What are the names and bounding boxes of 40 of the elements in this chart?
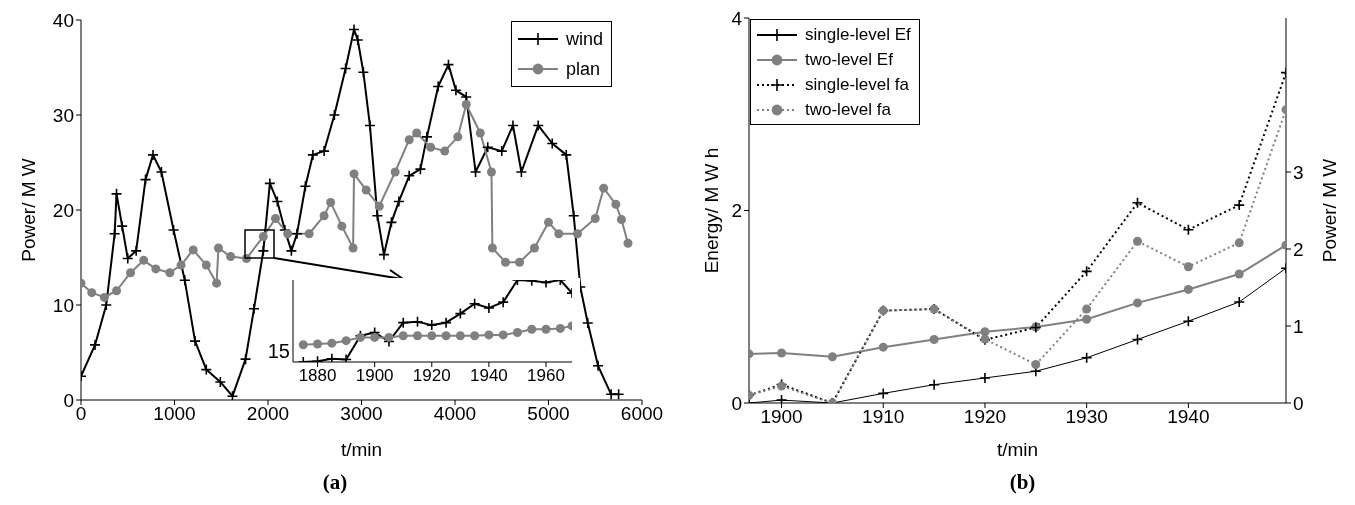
legend-label: two-level Ef — [805, 49, 893, 71]
x-tick-label: 6000 — [620, 403, 664, 425]
y-tick-label: 0 — [63, 389, 74, 411]
x-tick-label: 1930 — [1065, 406, 1108, 428]
x-tick-label: 4000 — [433, 403, 477, 425]
y2-tick-label: 2 — [1293, 238, 1304, 260]
x-axis-title: t/min — [996, 439, 1039, 460]
y2-tick-label: 1 — [1293, 315, 1304, 337]
x-axis-title: t/min — [340, 439, 383, 460]
x-tick-label: 1900 — [355, 366, 394, 386]
x-tick-label: 1900 — [760, 406, 803, 428]
y-axis-title: Power/ M W — [17, 158, 39, 262]
y2-tick-label: 3 — [1293, 161, 1304, 183]
legend-label: two-level fa — [805, 99, 891, 121]
x-tick-label: 1880 — [298, 366, 337, 386]
x-tick-label: 1910 — [862, 406, 905, 428]
legend-label: single-level fa — [805, 74, 909, 96]
y-tick-label: 2 — [731, 200, 742, 222]
legend-label: plan — [566, 58, 601, 81]
y-tick-label: 4 — [731, 7, 743, 29]
x-tick-label: 1920 — [963, 406, 1007, 428]
legend-label: single-level Ef — [805, 24, 911, 46]
x-tick-label: 5000 — [527, 403, 570, 425]
y-tick-label: 20 — [52, 199, 74, 221]
x-tick-label: 1920 — [412, 366, 451, 386]
y-tick-label: 40 — [52, 9, 74, 31]
text: (a) — [321, 470, 349, 495]
y2-axis-title: Power/ M W — [1318, 158, 1340, 263]
x-tick-label: 1940 — [1167, 406, 1210, 428]
legend-label: wind — [566, 28, 604, 51]
y-tick-label: 10 — [52, 294, 74, 316]
x-tick-label: 1000 — [153, 403, 196, 425]
x-tick-label: 1960 — [527, 366, 565, 386]
text: (b) — [1008, 470, 1037, 495]
y-tick-label: 30 — [52, 104, 74, 126]
y-axis-title: Energy/ M W h — [700, 147, 722, 274]
x-tick-label: 1940 — [469, 366, 508, 386]
x-tick-label: 3000 — [340, 403, 383, 425]
annotation: 15 — [267, 340, 290, 363]
x-tick-label: 2000 — [246, 403, 290, 425]
